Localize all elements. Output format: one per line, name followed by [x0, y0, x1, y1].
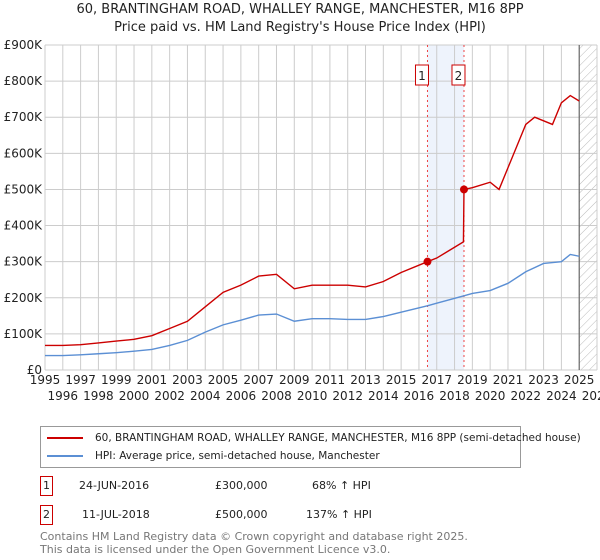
blue-line-swatch — [47, 455, 83, 457]
x-tick-label: 2018 — [439, 389, 470, 403]
y-tick-label: £600K — [4, 146, 44, 160]
x-tick-label: 2020 — [475, 389, 506, 403]
sale-marker-label: 1 — [418, 69, 426, 83]
x-tick-label: 2013 — [350, 373, 381, 387]
y-tick-label: £700K — [4, 110, 44, 124]
legend: 60, BRANTINGHAM ROAD, WHALLEY RANGE, MAN… — [40, 426, 581, 468]
red-line-swatch — [47, 437, 83, 439]
x-tick-label: 2008 — [261, 389, 292, 403]
property-price-line — [45, 94, 580, 347]
x-tick-label: 2026 — [582, 389, 600, 403]
x-tick-label: 2002 — [154, 389, 185, 403]
y-tick-label: £800K — [4, 74, 44, 88]
footer: Contains HM Land Registry data © Crown c… — [40, 530, 468, 556]
x-tick-label: 2017 — [421, 373, 452, 387]
transaction-date: 11-JUL-2018 — [82, 508, 150, 521]
sale-marker-label: 2 — [455, 69, 463, 83]
x-tick-label: 2001 — [137, 373, 168, 387]
sale-point — [459, 185, 468, 194]
marker-badge: 1 — [40, 476, 53, 496]
x-tick-label: 2012 — [332, 389, 363, 403]
transaction-hpi: 68% ↑ HPI — [312, 479, 371, 492]
hpi-line — [45, 253, 580, 357]
x-tick-label: 1999 — [101, 373, 132, 387]
transaction-row: 2 11-JUL-2018 £500,000 137% ↑ HPI — [40, 505, 440, 525]
x-tick-label: 2014 — [368, 389, 399, 403]
x-tick-label: 2010 — [297, 389, 328, 403]
y-tick-label: £500K — [4, 182, 44, 196]
sale-point — [423, 257, 432, 266]
x-tick-label: 2000 — [119, 389, 150, 403]
x-tick-label: 1995 — [30, 373, 61, 387]
transaction-row: 1 24-JUN-2016 £300,000 68% ↑ HPI — [40, 476, 440, 496]
y-tick-label: £100K — [4, 327, 44, 341]
footer-copyright: Contains HM Land Registry data © Crown c… — [40, 530, 468, 543]
price-chart: £0 £100K £200K £300K £400K £500K £600K £700K £80… — [4, 38, 600, 403]
x-tick-label: 2015 — [386, 373, 417, 387]
transaction-price: £500,000 — [215, 508, 268, 521]
x-tick-label: 2019 — [457, 373, 488, 387]
x-tick-label: 2024 — [546, 389, 577, 403]
x-tick-label: 2007 — [243, 373, 274, 387]
x-tick-label: 1998 — [83, 389, 114, 403]
y-tick-label: £0 — [27, 363, 42, 377]
x-tick-label: 2016 — [404, 389, 435, 403]
x-tick-label: 2004 — [190, 389, 221, 403]
x-tick-label: 2006 — [226, 389, 257, 403]
x-tick-label: 2021 — [493, 373, 524, 387]
y-tick-label: £300K — [4, 255, 44, 269]
legend-hpi: HPI: Average price, semi-detached house,… — [95, 450, 380, 462]
sale-period-shade — [427, 45, 464, 370]
forecast-hatch — [579, 45, 597, 370]
y-tick-label: £900K — [4, 38, 44, 52]
chart-title: 60, BRANTINGHAM ROAD, WHALLEY RANGE, MAN… — [76, 2, 524, 17]
x-tick-label: 2023 — [528, 373, 559, 387]
transaction-date: 24-JUN-2016 — [79, 479, 150, 492]
x-tick-label: 2003 — [172, 373, 203, 387]
x-tick-label: 1996 — [48, 389, 79, 403]
x-tick-label: 2025 — [564, 373, 595, 387]
transaction-price: £300,000 — [215, 479, 268, 492]
chart-subtitle: Price paid vs. HM Land Registry's House … — [114, 20, 486, 35]
y-tick-label: £400K — [4, 219, 44, 233]
x-tick-label: 2009 — [279, 373, 310, 387]
x-tick-label: 2022 — [511, 389, 542, 403]
marker-badge: 2 — [40, 505, 53, 525]
y-tick-label: £200K — [4, 291, 44, 305]
x-tick-label: 1997 — [65, 373, 96, 387]
sale-marker-box — [414, 64, 429, 86]
x-tick-label: 2005 — [208, 373, 239, 387]
x-tick-label: 2011 — [315, 373, 346, 387]
sale-marker-box — [451, 64, 466, 86]
legend-property: 60, BRANTINGHAM ROAD, WHALLEY RANGE, MAN… — [95, 432, 581, 444]
footer-licence: This data is licensed under the Open Gov… — [40, 543, 391, 556]
transaction-hpi: 137% ↑ HPI — [306, 508, 372, 521]
